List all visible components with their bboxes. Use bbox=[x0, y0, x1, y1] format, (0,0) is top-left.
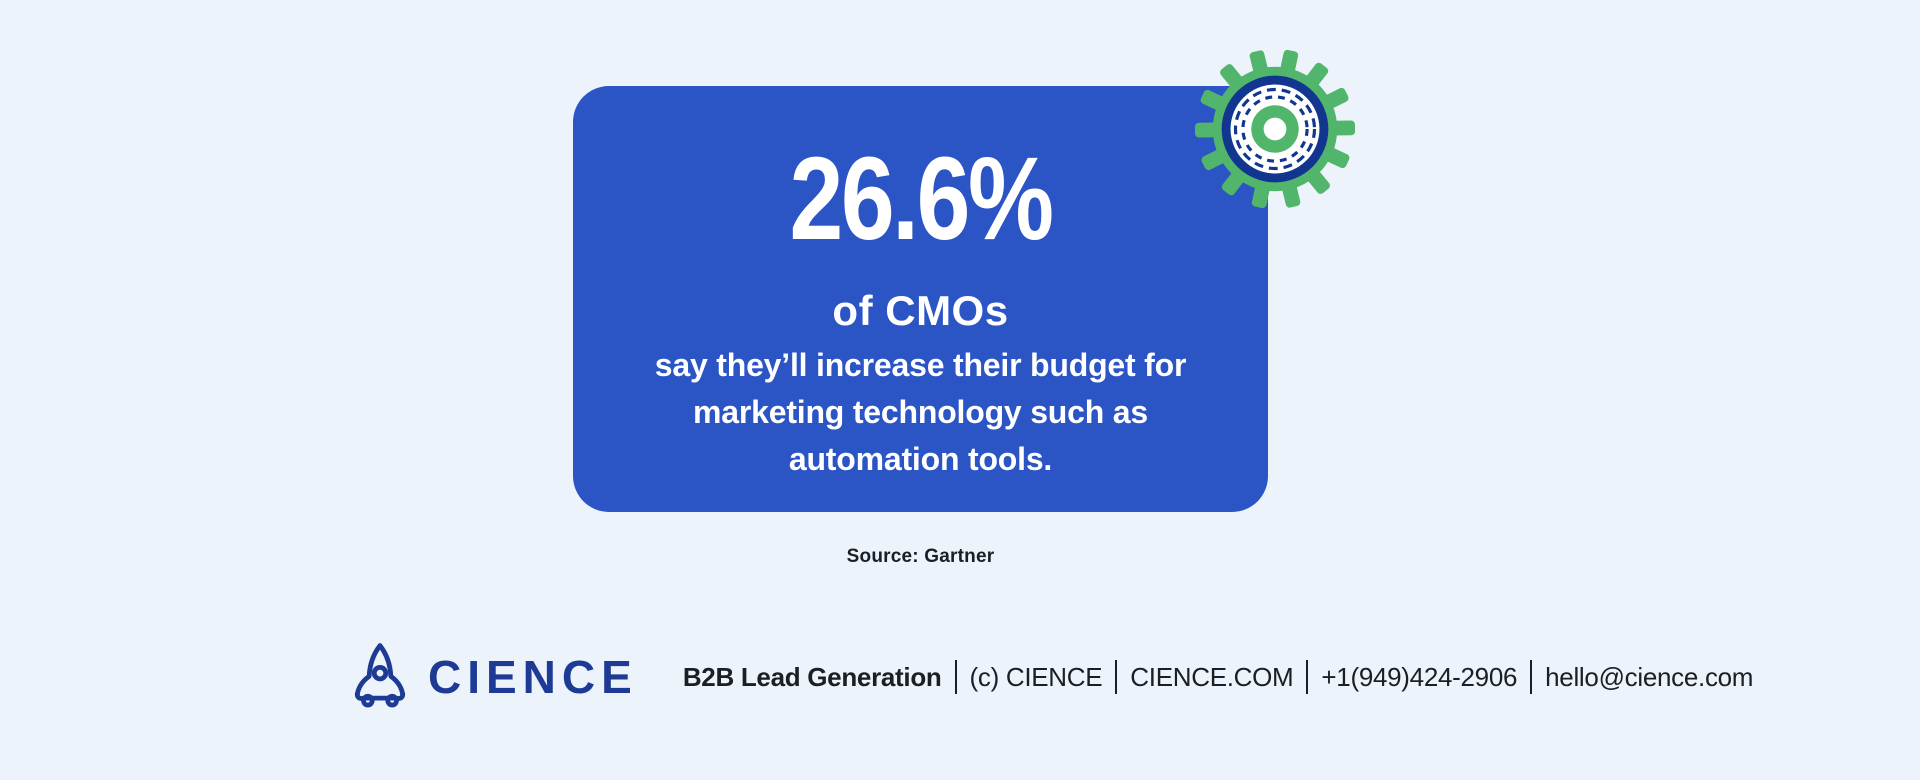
footer-phone: +1(949)424-2906 bbox=[1321, 661, 1518, 692]
rocket-icon bbox=[348, 633, 412, 721]
divider bbox=[1530, 660, 1533, 694]
stat-description-line-1: say they’ll increase their budget for bbox=[654, 347, 1187, 383]
divider bbox=[1115, 660, 1118, 694]
gear-icon bbox=[1194, 48, 1356, 210]
footer-email: hello@cience.com bbox=[1545, 661, 1754, 692]
footer-website: CIENCE.COM bbox=[1130, 661, 1294, 692]
cience-logo: CIENCE bbox=[348, 633, 638, 721]
stat-description-line-2: marketing technology such as bbox=[693, 394, 1148, 430]
stat-subject: of CMOs bbox=[832, 287, 1009, 334]
footer-contact-line: B2B Lead Generation (c) CIENCE CIENCE.CO… bbox=[683, 660, 1753, 694]
stat-value: 26.6% bbox=[789, 133, 1054, 265]
footer-tagline: B2B Lead Generation bbox=[682, 661, 942, 692]
footer: CIENCE B2B Lead Generation (c) CIENCE CI… bbox=[348, 632, 1753, 722]
divider bbox=[954, 660, 957, 694]
stat-card: 26.6% of CMOs say they’ll increase their… bbox=[573, 86, 1268, 512]
stat-description-line-3: automation tools. bbox=[788, 441, 1053, 477]
footer-copyright: (c) CIENCE bbox=[969, 661, 1103, 692]
cience-wordmark: CIENCE bbox=[428, 651, 638, 703]
divider bbox=[1306, 660, 1309, 694]
stat-description: say they’ll increase their budget for ma… bbox=[573, 342, 1268, 483]
source-attribution: Source: Gartner bbox=[846, 546, 995, 567]
